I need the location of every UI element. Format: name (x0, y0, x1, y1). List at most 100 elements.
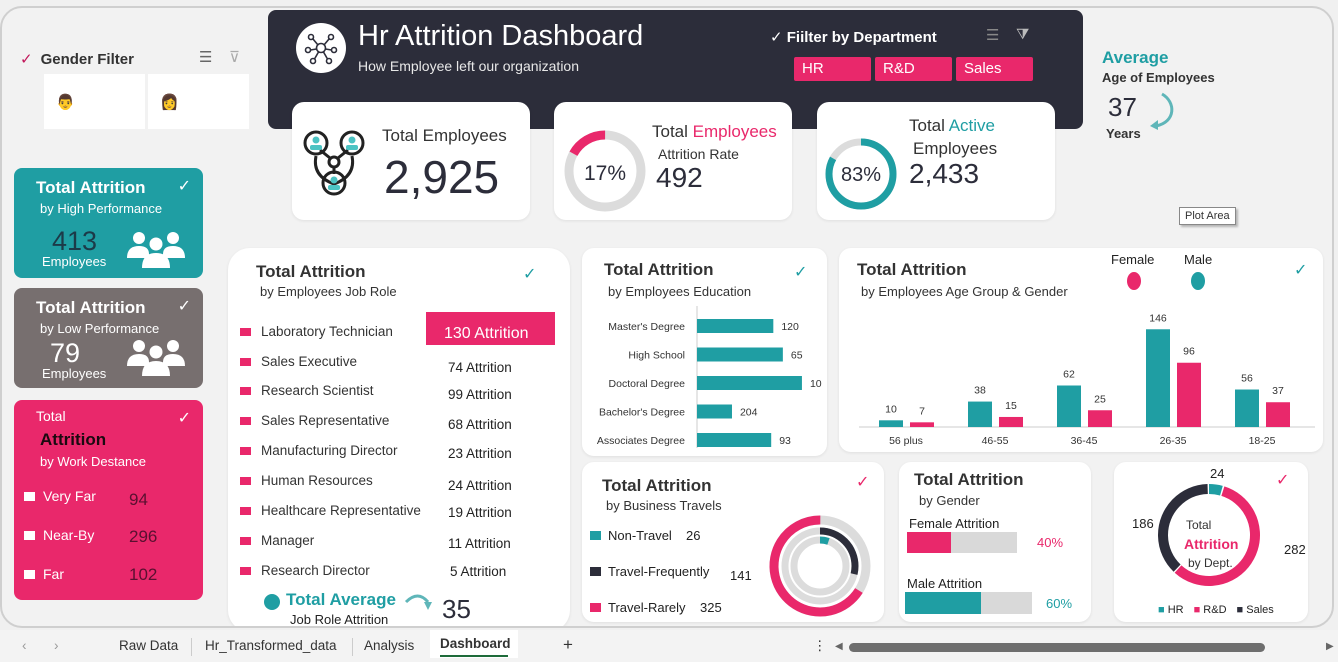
male-face-icon: 👨 (56, 93, 75, 111)
data-label: 37 (1272, 385, 1284, 397)
active-rate-percent: 83% (841, 164, 882, 186)
attrition-rate-percent: 17% (584, 162, 627, 185)
hscroll-left-arrow[interactable]: ◀ (835, 641, 843, 652)
travel-legend-value: 141 (730, 568, 752, 583)
attrition-rate-donut (564, 130, 646, 212)
gender-attrition-card: Total Attrition by Gender Female Attriti… (899, 462, 1091, 622)
data-label: 15 (1005, 400, 1017, 412)
male-attrition-track (905, 592, 1032, 614)
data-label: 56 (1241, 373, 1253, 385)
female-face-icon: 👩 (160, 93, 179, 111)
bar-male (1057, 385, 1081, 427)
job-role-row: Sales Representative (240, 413, 389, 428)
kpi-attrition-rate: 17% Total Employees Attrition Rate 492 (554, 102, 792, 220)
dept-filter-rd[interactable]: R&D (875, 57, 952, 81)
check-icon[interactable]: ✓ (523, 266, 537, 283)
gender-filter-title: ✓ Gender Filter (20, 51, 134, 68)
gender-filter-female[interactable]: 👩 (148, 74, 249, 129)
education-chart-card: Total Attrition by Employees Education ✓… (582, 248, 827, 456)
category-label: Master's Degree (608, 321, 685, 333)
job-role-row: Manager (240, 533, 314, 548)
multi-select-icon[interactable]: ☰ (986, 27, 1000, 44)
multi-select-icon[interactable]: ☰ (199, 49, 213, 66)
curved-arrow-icon (404, 594, 432, 610)
legend-female-label: Female (1111, 252, 1155, 267)
kpi-total-employees-value: 2,925 (384, 151, 500, 203)
dashboard-canvas: ✓ Gender Filter ☰ ⊽ 👨 👩 Hr Attrition Dash… (0, 6, 1334, 628)
legend-male-marker (1191, 272, 1205, 290)
low-performance-card[interactable]: Total Attrition by Low Performance 79 Em… (14, 288, 203, 388)
category-label: Associates Degree (597, 435, 685, 447)
job-role-row: Research Scientist (240, 383, 374, 398)
data-label: 93 (779, 435, 791, 447)
category-label: 18-25 (1249, 435, 1276, 447)
hr-value-label: 24 (1210, 466, 1225, 481)
check-icon[interactable]: ✓ (794, 264, 808, 281)
add-sheet-button[interactable]: + (563, 635, 573, 654)
tab-dashboard[interactable]: Dashboard (430, 630, 518, 658)
bar-female (910, 422, 934, 427)
data-label: 65 (791, 350, 803, 362)
legend-rd: ■ R&D (1193, 604, 1227, 616)
data-label: 204 (740, 407, 758, 419)
tab-analysis[interactable]: Analysis (364, 638, 415, 653)
kpi-active-value: 2,433 (909, 158, 980, 189)
bullet-icon (240, 327, 251, 336)
travel-legend-item: Travel-Frequently (590, 564, 709, 579)
scroll-right-icon[interactable]: › (54, 638, 59, 653)
bar-male (968, 401, 992, 427)
distance-value: 102 (129, 565, 158, 584)
job-role-value: 99 Attrition (448, 387, 512, 402)
category-label: 46-55 (982, 435, 1009, 447)
kpi-attrition-sublabel: Attrition Rate (658, 146, 739, 162)
card-subtitle: by Gender (919, 493, 980, 508)
check-icon[interactable]: ✓ (856, 474, 870, 491)
kpi-attrition-label: Total Employees (652, 122, 777, 141)
tab-raw-data[interactable]: Raw Data (119, 638, 179, 653)
clear-filter-icon[interactable]: ⊽ (229, 49, 240, 66)
bullet-icon (240, 357, 251, 366)
card-subtitle: by Employees Job Role (260, 284, 397, 299)
distance-row-far: Far (24, 566, 64, 582)
gender-filter-male[interactable]: 👨 (44, 74, 145, 129)
education-bar-chart: Master's Degree 120 High School 65 Doctoral … (597, 306, 822, 448)
donut-center-label-bold: Attrition (1184, 536, 1239, 552)
travel-legend-value: 26 (686, 528, 701, 543)
card-subtitle: by High Performance (40, 201, 163, 216)
category-label: 26-35 (1160, 435, 1187, 447)
dept-filter-sales[interactable]: Sales (956, 57, 1033, 81)
check-icon[interactable]: ✓ (1276, 472, 1290, 489)
male-attrition-label: Male Attrition (907, 576, 983, 591)
travel-legend-item: Travel-Rarely (590, 600, 686, 615)
tab-hr-transformed-data[interactable]: Hr_Transformed_data (205, 638, 337, 653)
curved-arrow-icon (1150, 92, 1174, 130)
data-label: 7 (919, 405, 925, 417)
work-distance-card[interactable]: Total Attrition by Work Destance ✓ Very … (14, 400, 203, 600)
dept-filter-hr[interactable]: HR (794, 57, 871, 81)
high-performance-card[interactable]: Total Attrition by High Performance 413 … (14, 168, 203, 278)
donut-slice-r&d (1158, 484, 1260, 586)
distance-value: 94 (129, 490, 148, 509)
more-options-icon[interactable]: ⋮ (813, 638, 827, 653)
bullet-icon (240, 536, 251, 545)
card-unit: Employees (42, 366, 107, 381)
department-attrition-card: ✓ 24 282 186 Total Attrition by Dept. ■ … (1114, 462, 1308, 622)
hscroll-right-arrow[interactable]: ▶ (1326, 641, 1334, 652)
horizontal-scrollbar-thumb[interactable] (849, 643, 1265, 652)
legend-sales: ■ Sales (1236, 604, 1274, 616)
department-donut-chart (1158, 484, 1260, 586)
business-travel-card: Total Attrition by Business Travels ✓ No… (582, 462, 884, 622)
avg-age-unit: Years (1106, 126, 1141, 141)
legend-female-marker (1127, 272, 1141, 290)
job-role-value: 19 Attrition (448, 505, 512, 520)
job-role-row: Research Director (240, 563, 370, 578)
clear-filter-icon[interactable]: ⧩ (1016, 26, 1030, 43)
scroll-left-icon[interactable]: ‹ (22, 638, 27, 653)
card-title: Total Attrition (256, 262, 366, 281)
check-icon[interactable]: ✓ (1294, 262, 1308, 279)
donut-center-label: Total (1186, 518, 1212, 532)
dashboard-subtitle: How Employee left our organization (358, 58, 580, 74)
avg-age-label: Average (1102, 48, 1169, 67)
card-title: Total (36, 408, 66, 424)
card-title: Total Attrition (36, 178, 146, 197)
